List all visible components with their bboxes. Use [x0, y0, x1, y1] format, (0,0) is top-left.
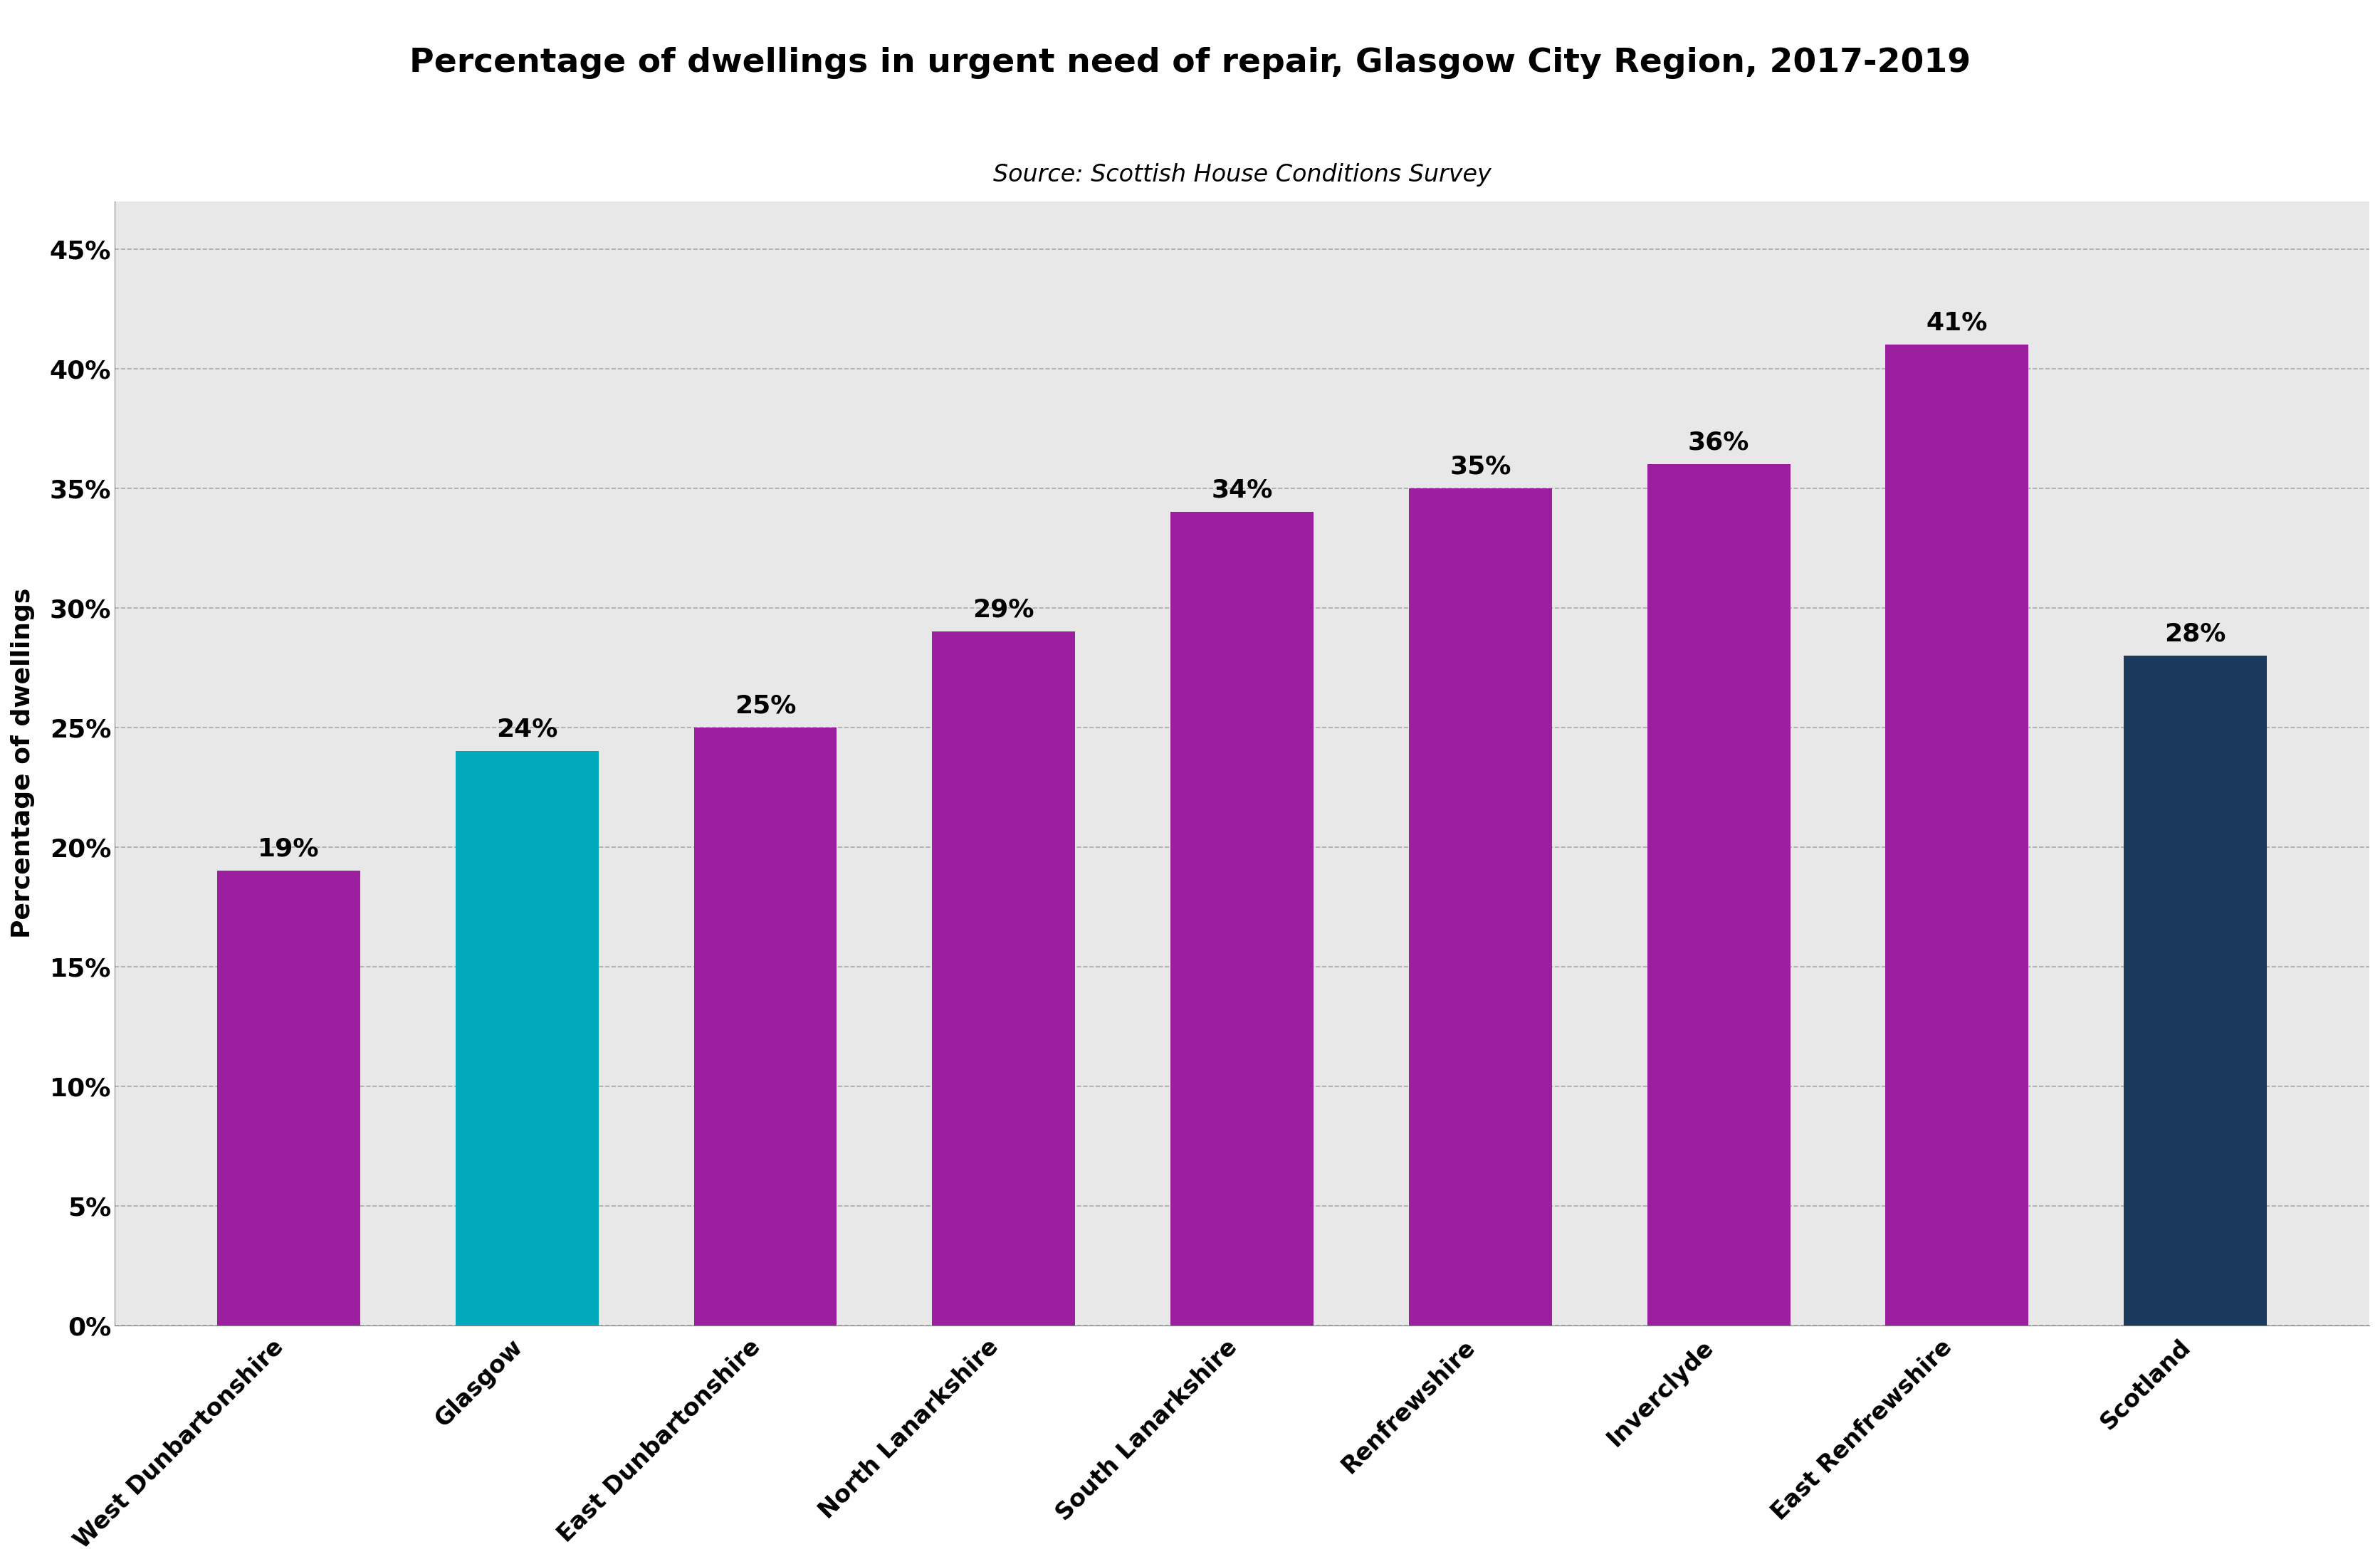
Bar	[1647, 465, 1790, 1325]
Text: 25%: 25%	[735, 693, 795, 718]
Text: 24%: 24%	[497, 718, 557, 741]
Bar	[1409, 488, 1552, 1325]
Text: 28%: 28%	[2163, 622, 2225, 646]
Text: 41%: 41%	[1925, 311, 1987, 335]
Bar	[455, 751, 597, 1325]
Text: 34%: 34%	[1211, 479, 1273, 502]
Text: Percentage of dwellings in urgent need of repair, Glasgow City Region, 2017-2019: Percentage of dwellings in urgent need o…	[409, 47, 1971, 78]
Bar	[1171, 511, 1314, 1325]
Bar	[1885, 344, 2028, 1325]
Bar	[2123, 655, 2266, 1325]
Text: 36%: 36%	[1687, 430, 1749, 455]
Bar	[217, 871, 359, 1325]
Bar	[933, 632, 1076, 1325]
Y-axis label: Percentage of dwellings: Percentage of dwellings	[10, 588, 36, 938]
Bar	[695, 727, 838, 1325]
Text: 29%: 29%	[973, 597, 1035, 622]
Title: Source: Scottish House Conditions Survey: Source: Scottish House Conditions Survey	[992, 163, 1492, 186]
Text: 19%: 19%	[257, 837, 319, 862]
Text: 35%: 35%	[1449, 455, 1511, 479]
